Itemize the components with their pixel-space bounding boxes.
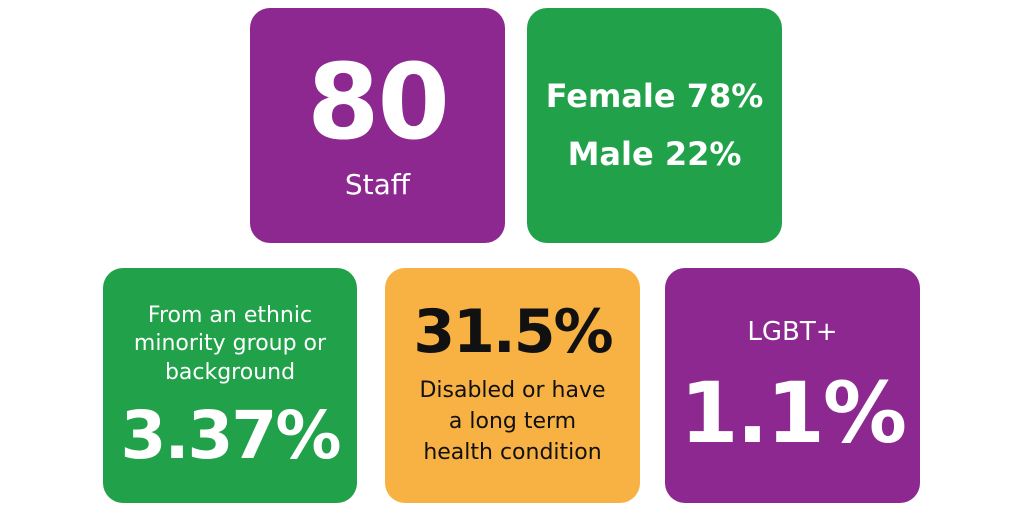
gender-line: Male 22% [567,134,742,173]
disability-value: 31.5% [413,297,613,368]
ethnic-value: 3.37% [120,397,342,475]
ethnic-label: From an ethnic minority group or backgro… [133,302,327,385]
lgbt-value: 1.1% [680,363,907,462]
ethnic-card: From an ethnic minority group or backgro… [103,268,357,503]
staff-count: 80 [307,41,450,163]
lgbt-card: LGBT+ 1.1% [665,268,920,503]
gender-line: Female 78% [545,76,764,115]
gender-card: Female 78% Male 22% [527,8,782,243]
staff-card: 80 Staff [250,8,505,243]
disability-label: Disabled or have a long term health cond… [419,378,606,465]
disability-card: 31.5% Disabled or have a long term healt… [385,268,640,503]
lgbt-label: LGBT+ [747,316,838,347]
staff-label: Staff [344,168,411,201]
